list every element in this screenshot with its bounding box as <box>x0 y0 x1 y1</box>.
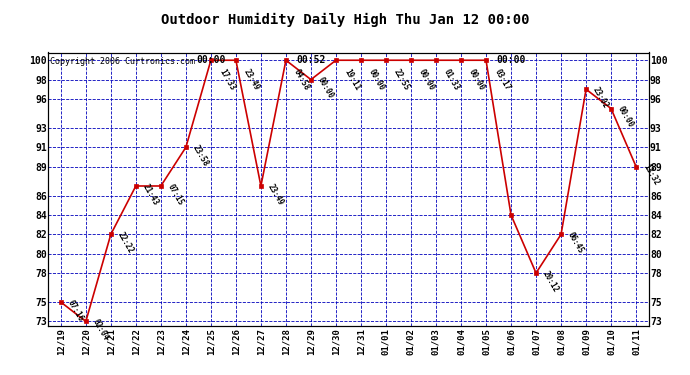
Text: Outdoor Humidity Daily High Thu Jan 12 00:00: Outdoor Humidity Daily High Thu Jan 12 0… <box>161 13 529 27</box>
Text: 22:22: 22:22 <box>116 231 135 255</box>
Text: Copyright 2006 Curtronics.com: Copyright 2006 Curtronics.com <box>50 57 195 66</box>
Text: 06:45: 06:45 <box>566 231 585 255</box>
Text: 07:15: 07:15 <box>166 182 185 207</box>
Text: 00:00: 00:00 <box>467 68 486 93</box>
Text: 17:33: 17:33 <box>217 68 237 93</box>
Text: 00:00: 00:00 <box>417 68 437 93</box>
Text: 00:00: 00:00 <box>196 56 226 65</box>
Text: 21:43: 21:43 <box>141 182 160 207</box>
Text: 13:32: 13:32 <box>641 163 660 187</box>
Text: 07:16: 07:16 <box>66 298 85 323</box>
Text: 00:52: 00:52 <box>296 56 326 65</box>
Text: 03:17: 03:17 <box>492 68 511 93</box>
Text: 04:58: 04:58 <box>292 68 311 93</box>
Text: 19:11: 19:11 <box>342 68 362 93</box>
Text: 00:00: 00:00 <box>367 68 386 93</box>
Text: 01:33: 01:33 <box>442 68 462 93</box>
Text: 00:00: 00:00 <box>496 56 526 65</box>
Text: 23:02: 23:02 <box>591 86 611 110</box>
Text: 23:49: 23:49 <box>266 182 285 207</box>
Text: 00:00: 00:00 <box>316 76 335 100</box>
Text: 23:58: 23:58 <box>191 143 210 168</box>
Text: 22:55: 22:55 <box>392 68 411 93</box>
Text: 23:49: 23:49 <box>242 68 262 93</box>
Text: 02:04: 02:04 <box>91 318 110 342</box>
Text: 00:00: 00:00 <box>616 105 635 129</box>
Text: 20:12: 20:12 <box>541 269 560 294</box>
